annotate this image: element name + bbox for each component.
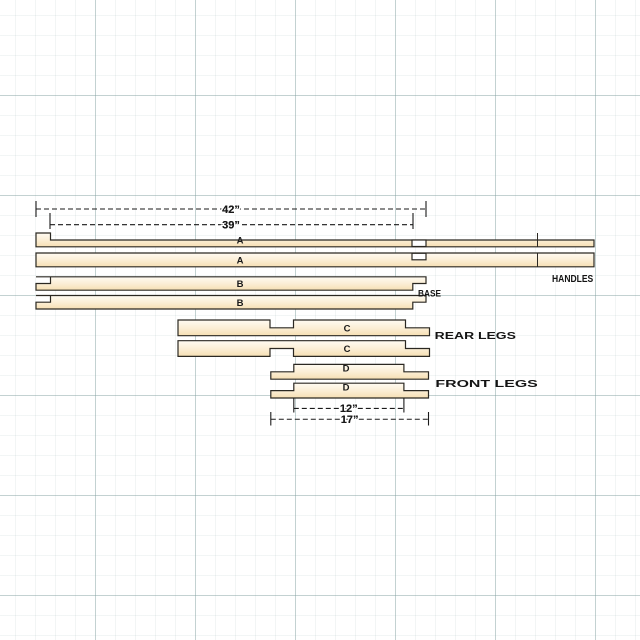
svg-text:39”: 39”: [222, 220, 240, 232]
svg-text:D: D: [343, 364, 350, 375]
svg-text:REAR LEGS: REAR LEGS: [435, 330, 516, 342]
svg-text:A: A: [237, 255, 244, 266]
svg-text:C: C: [344, 323, 351, 334]
svg-text:A: A: [237, 235, 244, 246]
svg-text:HANDLES: HANDLES: [552, 273, 593, 285]
svg-text:D: D: [343, 382, 350, 393]
svg-text:FRONT LEGS: FRONT LEGS: [435, 378, 537, 390]
svg-text:BASE: BASE: [418, 289, 441, 299]
svg-text:B: B: [237, 279, 244, 290]
svg-text:B: B: [237, 298, 244, 309]
svg-text:42”: 42”: [222, 204, 240, 216]
svg-text:17”: 17”: [341, 414, 359, 426]
svg-text:C: C: [344, 344, 351, 355]
